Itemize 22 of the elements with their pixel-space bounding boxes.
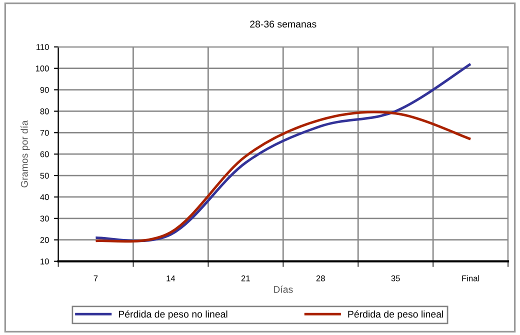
y-tick-label: 100 [36, 66, 49, 72]
y-axis-title: Gramos por día [20, 120, 30, 188]
y-tick-label: 20 [40, 237, 49, 243]
x-tick-label: 35 [391, 275, 400, 282]
y-tick-label: 10 [40, 258, 49, 264]
x-tick-label: 28 [316, 275, 325, 282]
x-tick-label: Final [462, 275, 480, 282]
chart-title: 28-36 semanas [250, 20, 316, 28]
legend-label: Pérdida de peso lineal [348, 310, 444, 320]
y-tick-label: 30 [40, 216, 49, 222]
y-tick-label: 60 [40, 151, 49, 158]
y-tick-label: 40 [40, 194, 49, 200]
x-tick-label: 21 [241, 275, 250, 282]
x-tick-label: 14 [166, 275, 176, 282]
y-tick-label: 90 [40, 86, 49, 93]
x-axis-title: Días [274, 286, 293, 293]
x-tick-label: 7 [94, 275, 98, 282]
y-tick-label: 70 [40, 130, 49, 136]
y-tick-label: 80 [40, 108, 49, 114]
y-tick-label: 110 [36, 44, 49, 50]
y-tick-label: 50 [40, 172, 49, 179]
legend-label: Pérdida de peso no lineal [118, 310, 228, 320]
